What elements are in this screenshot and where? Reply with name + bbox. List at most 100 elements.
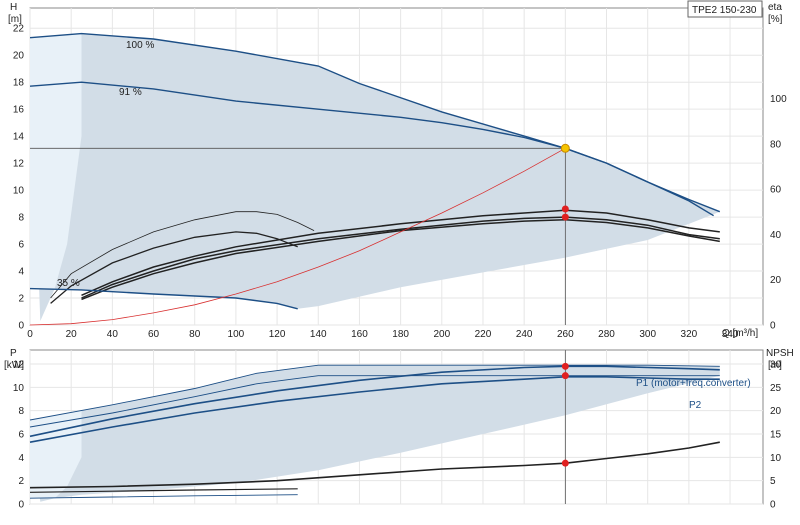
top-right-axis-label: eta: [768, 2, 782, 13]
x-tick-label: 40: [107, 329, 119, 340]
bot-left-tick-label: 2: [18, 476, 24, 487]
top-left-axis-label: H: [10, 2, 17, 13]
x-tick-label: 200: [433, 329, 450, 340]
power-npsh-panel: 0 2 4 6 8 10 12 0 5 10 15 20 25 30: [13, 349, 782, 511]
top-left-tick-label: 14: [13, 132, 25, 143]
efficiency-curve-3: [81, 216, 720, 299]
top-left-tick-label: 18: [13, 78, 25, 89]
top-left-axis-unit: [m]: [8, 14, 22, 25]
top-right-axis-unit: [%]: [768, 14, 783, 25]
bot-left-tick-label: 0: [18, 500, 24, 511]
series-label-p2: P2: [689, 400, 702, 411]
top-left-tick-label: 12: [13, 159, 25, 170]
bot-left-tick-label: 10: [13, 383, 25, 394]
npsh-low-curve: [29, 488, 298, 493]
npsh-curve: [29, 441, 720, 489]
bot-right-tick-label: 0: [770, 500, 776, 511]
eta-point-1: [561, 213, 569, 221]
top-left-tick-label: 6: [18, 240, 24, 251]
top-left-tick-label: 4: [18, 267, 24, 278]
bottom-series-line-2: [29, 364, 720, 421]
bot-right-tick-label: 25: [770, 383, 782, 394]
top-left-tick-label: 22: [13, 24, 25, 35]
x-tick-label: 80: [189, 329, 201, 340]
top-series-line-3: [29, 147, 566, 326]
bot-right-tick-label: 10: [770, 453, 782, 464]
top-area-left-band: [30, 33, 82, 289]
bot-right-tick-label: 20: [770, 406, 782, 417]
efficiency-curve-1: [50, 231, 298, 304]
bottom-op-point-1: [561, 372, 569, 380]
top-operating-area: [30, 33, 720, 321]
efficiency-curve-2: [81, 209, 720, 296]
bot-left-tick-label: 6: [18, 430, 24, 441]
bottom-left-axis-label: P: [10, 348, 17, 359]
bottom-curves: [29, 350, 720, 504]
eta-point-0: [561, 205, 569, 213]
series-label-100: 100 %: [126, 40, 154, 51]
bottom-right-axis-label: NPSH: [766, 348, 794, 359]
x-tick-label: 180: [392, 329, 409, 340]
top-right-tick-label: 80: [770, 139, 782, 150]
x-tick-label: 320: [681, 329, 698, 340]
bot-right-tick-label: 5: [770, 476, 776, 487]
top-left-tick-label: 2: [18, 294, 24, 305]
top-curves: [29, 32, 721, 326]
x-tick-label: 300: [639, 329, 656, 340]
x-tick-label: 100: [228, 329, 245, 340]
operating-point: [560, 143, 570, 153]
bottom-area-fill: [30, 365, 720, 502]
bot-left-tick-label: 4: [18, 453, 24, 464]
top-series-line-2: [29, 287, 298, 310]
x-tick-label: 120: [269, 329, 286, 340]
x-tick-label: 140: [310, 329, 327, 340]
top-right-tick-label: 40: [770, 230, 782, 241]
x-tick-label: 260: [557, 329, 574, 340]
top-series-line-1: [29, 81, 714, 217]
bottom-operating-area: [30, 365, 720, 502]
bot-right-tick-label: 30: [770, 360, 782, 371]
x-axis-label: Q [m³/h]: [722, 328, 758, 339]
efficiency-curve-0: [50, 211, 315, 299]
x-tick-label: 60: [148, 329, 160, 340]
bot-left-tick-label: 12: [13, 360, 25, 371]
series-label-91: 91 %: [119, 87, 142, 98]
bottom-left-axis-unit: [kW]: [4, 360, 24, 371]
bot-right-tick-label: 15: [770, 430, 782, 441]
bottom-right-axis-unit: [m]: [768, 360, 782, 371]
bottom-op-point-2: [561, 459, 569, 467]
x-tick-label: 20: [66, 329, 78, 340]
series-label-p1: P1 (motor+freq.converter): [636, 378, 751, 389]
top-left-tick-label: 8: [18, 213, 24, 224]
x-tick-label: 160: [351, 329, 368, 340]
x-tick-label: 280: [598, 329, 615, 340]
bottom-op-point-0: [561, 362, 569, 370]
bottom-series-line-0: [29, 365, 720, 438]
x-tick-label: 220: [475, 329, 492, 340]
top-left-tick-label: 0: [18, 321, 24, 332]
x-tick-label: 0: [27, 329, 33, 340]
top-right-tick-label: 0: [770, 321, 776, 332]
top-right-tick-label: 60: [770, 185, 782, 196]
x-tick-label: 240: [516, 329, 533, 340]
top-left-tick-label: 20: [13, 51, 25, 62]
bottom-area-left-band: [30, 410, 82, 499]
x-tick-label: 340: [722, 329, 739, 340]
top-area-fill: [30, 33, 720, 321]
series-label-35: 35 %: [57, 278, 80, 289]
top-right-tick-label: 20: [770, 275, 782, 286]
bottom-series-line-3: [29, 375, 720, 428]
efficiency-curve-4: [81, 219, 720, 301]
bottom-ticks: 0 2 4 6 8 10 12 0 5 10 15 20 25 30: [13, 360, 782, 511]
bottom-series-line-4: [29, 494, 298, 499]
bot-left-tick-label: 8: [18, 406, 24, 417]
model-tag: TPE2 150-230: [692, 5, 757, 16]
model-tag-box: [687, 0, 763, 18]
top-left-tick-label: 10: [13, 186, 25, 197]
top-left-tick-label: 16: [13, 105, 25, 116]
top-right-tick-label: 100: [770, 94, 787, 105]
